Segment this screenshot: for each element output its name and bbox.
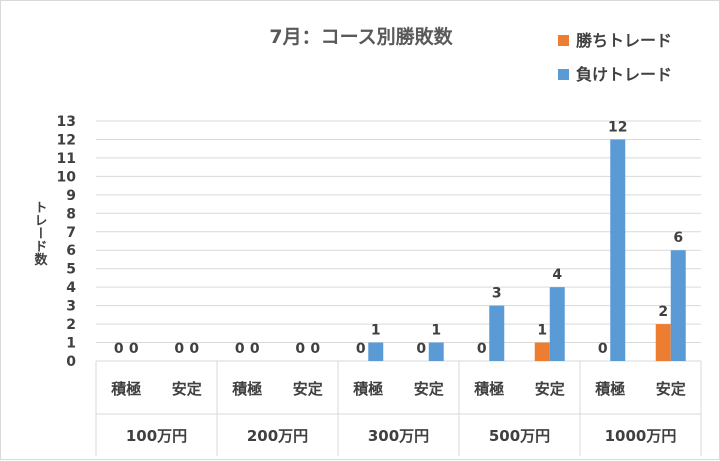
- gridlines: [96, 120, 701, 362]
- category-label: 積極: [110, 380, 141, 398]
- group-label: 1000万円: [605, 427, 677, 445]
- y-tick-label: 10: [57, 169, 77, 185]
- data-label: 2: [658, 304, 668, 320]
- bar-1-4: [368, 342, 384, 361]
- data-label: 1: [371, 323, 381, 339]
- data-label: 0: [114, 341, 124, 357]
- y-tick-label: 9: [66, 188, 76, 204]
- y-tick-label: 3: [66, 299, 76, 315]
- data-label: 0: [174, 341, 184, 357]
- data-label: 4: [552, 267, 562, 283]
- bar-0-7: [534, 342, 550, 361]
- y-tick-label: 7: [66, 225, 76, 241]
- category-label: 安定: [535, 380, 565, 398]
- chart-title: 7月：コース別勝敗数: [269, 25, 453, 48]
- y-tick-label: 1: [66, 336, 76, 352]
- category-label: 安定: [172, 380, 202, 398]
- category-label: 積極: [231, 380, 262, 398]
- y-tick-label: 11: [57, 151, 76, 167]
- y-tick-label: 5: [66, 262, 76, 278]
- legend-label: 勝ちトレード: [576, 31, 672, 50]
- bar-1-9: [670, 250, 686, 361]
- data-label: 0: [189, 341, 199, 357]
- data-label: 1: [431, 323, 441, 339]
- legend-swatch-1: [558, 69, 569, 80]
- y-tick-label: 4: [66, 280, 76, 296]
- data-label: 12: [608, 119, 627, 135]
- data-label: 3: [492, 286, 502, 302]
- data-label: 6: [673, 230, 683, 246]
- y-tick-label: 12: [57, 132, 76, 148]
- y-tick-label: 13: [57, 114, 76, 130]
- y-tick-label: 0: [66, 354, 76, 370]
- group-label: 200万円: [247, 427, 308, 445]
- y-axis-title: トレード数: [32, 201, 48, 267]
- data-label: 0: [129, 341, 139, 357]
- bar-1-5: [428, 342, 444, 361]
- bar-0-9: [655, 324, 671, 361]
- group-label: 500万円: [489, 427, 550, 445]
- bars: [368, 139, 686, 361]
- data-label: 0: [250, 341, 260, 357]
- data-label: 0: [598, 341, 608, 357]
- data-label: 0: [310, 341, 320, 357]
- data-label: 1: [537, 323, 547, 339]
- legend-swatch-0: [558, 35, 569, 46]
- legend-label: 負けトレード: [576, 65, 672, 84]
- category-label: 安定: [414, 380, 444, 398]
- bar-1-6: [489, 305, 505, 361]
- category-label: 積極: [594, 380, 625, 398]
- category-label: 安定: [656, 380, 686, 398]
- y-tick-label: 8: [66, 206, 76, 222]
- data-label: 0: [356, 341, 366, 357]
- data-label: 0: [295, 341, 305, 357]
- y-tick-label: 6: [66, 243, 76, 259]
- y-axis-label: トレード数: [32, 201, 48, 267]
- data-label: 0: [235, 341, 245, 357]
- data-label: 0: [477, 341, 487, 357]
- bar-1-8: [610, 139, 626, 361]
- group-label: 300万円: [368, 427, 429, 445]
- group-label: 100万円: [126, 427, 187, 445]
- category-label: 積極: [352, 380, 383, 398]
- category-label: 安定: [293, 380, 323, 398]
- data-label: 0: [416, 341, 426, 357]
- category-axis: 積極 安定 積極 安定 積極 安定 積極 安定 積極 安定 100万円 200万円 300万円 500万円…: [95, 361, 702, 456]
- category-label: 積極: [473, 380, 504, 398]
- y-tick-label: 2: [66, 317, 76, 333]
- bar-1-7: [549, 287, 565, 361]
